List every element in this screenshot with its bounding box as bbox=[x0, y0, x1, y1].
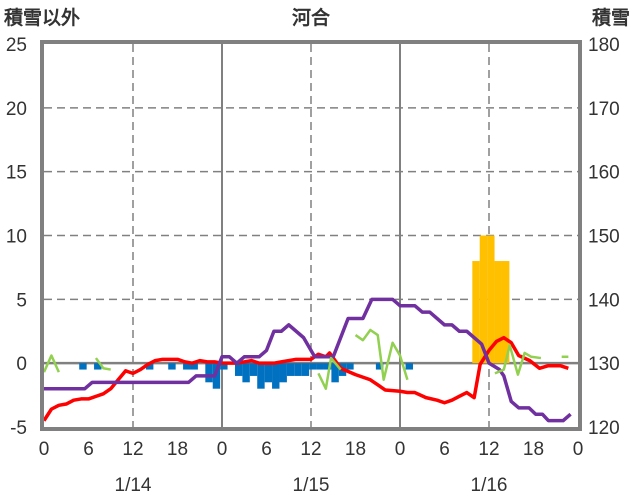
depth_change-bar bbox=[301, 363, 310, 376]
x-tick-label: 12 bbox=[122, 439, 143, 460]
date-label: 1/14 bbox=[115, 475, 152, 496]
depth_change-bar bbox=[375, 363, 384, 370]
y-left-tick-label: 10 bbox=[6, 227, 27, 248]
left-axis-title: 積雪以外 bbox=[4, 6, 80, 29]
x-tick-label: 18 bbox=[523, 439, 544, 460]
other-line bbox=[94, 357, 111, 371]
depth_change-bar bbox=[405, 363, 413, 370]
y-left-tick-label: -5 bbox=[10, 418, 27, 439]
depth_change-bar bbox=[309, 363, 317, 370]
other-line bbox=[317, 356, 342, 390]
other-line bbox=[42, 354, 60, 373]
depth_change-bar bbox=[257, 363, 265, 389]
y-left-tick-label: 15 bbox=[6, 163, 27, 184]
y-right-tick-label: 160 bbox=[588, 163, 620, 184]
depth_change-bar bbox=[79, 363, 87, 370]
y-left-tick-label: 0 bbox=[16, 354, 27, 375]
y-right-tick-label: 130 bbox=[588, 354, 620, 375]
depth_change-bar bbox=[94, 363, 102, 370]
depth_change-bar bbox=[220, 363, 228, 370]
x-tick-label: 0 bbox=[573, 439, 584, 460]
depth_change-bar bbox=[183, 363, 191, 370]
x-tick-label: 0 bbox=[217, 439, 228, 460]
depth_change-bar bbox=[242, 363, 250, 383]
other-line bbox=[354, 328, 409, 382]
depth_change-bar bbox=[264, 363, 273, 383]
temperature-line bbox=[42, 335, 569, 422]
depth_change-bar bbox=[249, 363, 258, 376]
plot-frame bbox=[40, 40, 582, 431]
y-right-tick-label: 120 bbox=[588, 418, 620, 439]
x-tick-label: 18 bbox=[345, 439, 366, 460]
date-label: 1/16 bbox=[471, 475, 508, 496]
depth_change-bar bbox=[316, 363, 324, 370]
depth_change-bar bbox=[286, 363, 295, 376]
x-tick-label: 0 bbox=[39, 439, 50, 460]
x-tick-label: 12 bbox=[300, 439, 321, 460]
depth_change-bar bbox=[190, 363, 198, 370]
snowfall-bar bbox=[472, 261, 480, 364]
right-axis-title: 積雪 bbox=[592, 6, 630, 29]
depth_change-bar bbox=[346, 363, 354, 370]
other-line bbox=[494, 344, 542, 376]
y-left-tick-label: 20 bbox=[6, 99, 27, 120]
y-right-tick-label: 140 bbox=[588, 290, 620, 311]
x-tick-label: 6 bbox=[439, 439, 450, 460]
snowfall-bar bbox=[487, 235, 495, 364]
depth_change-bar bbox=[331, 363, 339, 383]
depth_change-bar bbox=[294, 363, 302, 376]
x-tick-label: 18 bbox=[167, 439, 188, 460]
date-label: 1/15 bbox=[293, 475, 330, 496]
snowfall-bar bbox=[494, 261, 502, 364]
y-left-tick-label: 5 bbox=[16, 290, 27, 311]
snowfall-bar bbox=[479, 235, 488, 364]
depth_change-bar bbox=[205, 363, 213, 383]
x-tick-label: 12 bbox=[478, 439, 499, 460]
chart-title: 河合 bbox=[292, 6, 331, 29]
depth_change-bar bbox=[168, 363, 176, 370]
depth_change-bar bbox=[279, 363, 287, 383]
depth_change-bar bbox=[272, 363, 280, 389]
depth_change-bar bbox=[323, 363, 332, 370]
x-tick-label: 6 bbox=[83, 439, 94, 460]
y-right-tick-label: 150 bbox=[588, 227, 620, 248]
x-tick-label: 6 bbox=[261, 439, 272, 460]
depth_change-bar bbox=[234, 363, 243, 376]
depth_change-bar bbox=[145, 363, 154, 370]
snow_depth-line bbox=[44, 297, 572, 423]
x-tick-label: 0 bbox=[395, 439, 406, 460]
snowfall-bar bbox=[501, 261, 510, 364]
y-right-tick-label: 180 bbox=[588, 35, 620, 56]
y-right-tick-label: 170 bbox=[588, 99, 620, 120]
y-left-tick-label: 25 bbox=[6, 35, 27, 56]
